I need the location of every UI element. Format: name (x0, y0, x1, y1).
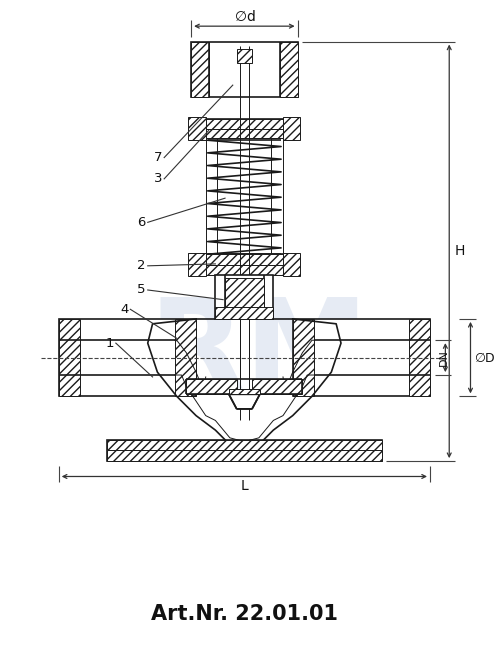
Bar (59, 319, 80, 397)
Text: 4: 4 (120, 303, 128, 316)
Text: 3: 3 (154, 173, 162, 186)
Bar (191, 254, 298, 265)
Text: H: H (455, 244, 466, 258)
Bar (272, 138, 283, 266)
Bar (191, 119, 298, 129)
Bar (191, 119, 298, 138)
Bar (283, 253, 300, 276)
Bar (191, 265, 298, 275)
Bar (292, 319, 314, 397)
Bar (107, 450, 382, 461)
Bar (191, 42, 208, 97)
Bar (206, 138, 218, 266)
Bar (191, 254, 298, 275)
Text: $\emptyset$d: $\emptyset$d (234, 9, 255, 24)
Text: 5: 5 (138, 284, 146, 297)
Polygon shape (229, 395, 260, 409)
Bar (191, 129, 298, 138)
Text: 2: 2 (138, 260, 146, 273)
Bar (188, 117, 206, 140)
Bar (252, 379, 302, 395)
Bar (280, 42, 297, 97)
Text: L: L (240, 480, 248, 493)
Bar (283, 117, 300, 140)
Text: 7: 7 (154, 151, 162, 164)
Bar (408, 319, 430, 397)
Bar (107, 440, 382, 450)
Bar (236, 49, 252, 63)
Bar (216, 275, 274, 319)
Text: RM.: RM. (149, 292, 417, 413)
Bar (191, 42, 298, 97)
Text: Art.Nr. 22.01.01: Art.Nr. 22.01.01 (151, 604, 338, 624)
Bar (59, 319, 196, 397)
Text: 6: 6 (138, 216, 146, 229)
Bar (216, 308, 274, 319)
Bar (186, 379, 236, 395)
Text: $\emptyset$D: $\emptyset$D (474, 350, 496, 365)
Bar (225, 278, 264, 316)
Bar (188, 253, 206, 276)
Bar (107, 440, 382, 461)
Bar (229, 389, 260, 395)
Text: 1: 1 (106, 337, 114, 350)
Bar (292, 319, 430, 397)
Text: DN: DN (438, 349, 448, 366)
Bar (175, 319, 196, 397)
